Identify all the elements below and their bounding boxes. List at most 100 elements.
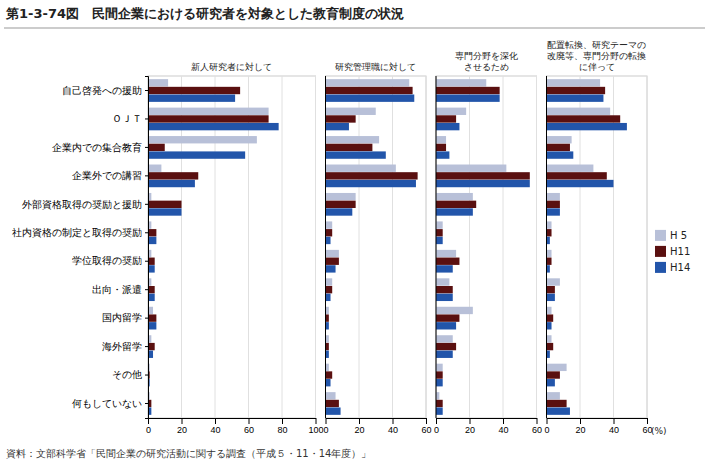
tick: 企業外での講習	[72, 170, 148, 181]
legend-item: H14	[655, 262, 690, 274]
grid-line	[315, 76, 316, 418]
bar	[547, 229, 552, 236]
bar	[326, 165, 396, 172]
tick-label: 外部資格取得の奨励と援助	[22, 199, 142, 210]
panel-title: 新人研究者に対して	[191, 62, 272, 72]
tick-mark	[547, 418, 548, 424]
series	[326, 79, 410, 399]
panel-title: 専門分野を深化させるため	[455, 51, 518, 72]
tick: 20	[465, 418, 475, 435]
bar	[326, 136, 380, 143]
tick-mark	[145, 90, 148, 91]
bar	[326, 286, 333, 293]
tick-mark	[145, 204, 148, 205]
tick: 20	[354, 418, 364, 435]
grid-line	[469, 76, 470, 418]
bar	[326, 151, 386, 158]
bar	[547, 364, 567, 371]
bar	[547, 407, 570, 414]
bar	[436, 95, 500, 102]
bar	[148, 314, 156, 321]
grid-line	[503, 76, 504, 418]
legend: H 5H11H14	[655, 230, 690, 274]
x-axis: 0204060	[434, 418, 542, 435]
chart: 第1-3-74図 民間企業における研究者を対象とした教育制度の状況資料：文部科学…	[0, 0, 709, 463]
tick-mark	[393, 418, 394, 424]
tick: 40	[388, 418, 398, 435]
bar	[326, 364, 329, 371]
legend-label: H14	[670, 262, 690, 273]
grid-line	[282, 76, 283, 418]
bar	[436, 87, 500, 94]
bar	[436, 123, 459, 130]
bar	[326, 172, 418, 179]
tick-label: 国内留学	[102, 312, 142, 323]
tick-label: 40	[388, 425, 398, 435]
series	[326, 87, 418, 407]
plot-area	[436, 76, 537, 418]
bar	[547, 351, 550, 358]
axis-line	[149, 418, 317, 419]
tick-label: 企業内での集合教育	[52, 142, 142, 153]
bar	[547, 278, 560, 285]
bar	[326, 201, 356, 208]
bar	[436, 265, 453, 272]
bar	[547, 286, 555, 293]
tick: 社内資格の制定と取得の奨励	[12, 227, 148, 238]
bar	[436, 343, 456, 350]
tick-label: 60	[421, 425, 431, 435]
x-axis: 020406080100	[146, 418, 324, 435]
bar	[326, 351, 329, 358]
tick-mark	[647, 418, 648, 424]
tick-label: 学位取得の奨励	[72, 255, 142, 266]
bar	[326, 221, 333, 228]
tick-mark	[145, 318, 148, 319]
bar	[547, 322, 552, 329]
bar	[436, 201, 476, 208]
tick-label: 何もしていない	[72, 398, 142, 409]
tick-mark	[145, 375, 148, 376]
bar	[148, 136, 257, 143]
bar	[547, 379, 555, 386]
bar	[326, 180, 416, 187]
series	[148, 95, 279, 415]
tick-label: 40	[498, 425, 508, 435]
bar	[436, 144, 446, 151]
tick-mark	[436, 418, 437, 424]
bar	[547, 371, 560, 378]
legend-label: H 5	[670, 230, 687, 241]
bar	[148, 265, 155, 272]
bar	[436, 79, 486, 86]
legend-swatch	[655, 246, 666, 257]
panel-title: 研究管理職に対して	[335, 62, 416, 72]
tick-mark	[359, 418, 360, 424]
bar	[547, 123, 627, 130]
bar	[436, 294, 453, 301]
bar	[436, 136, 446, 143]
panel: 0204060専門分野を深化させるため	[434, 51, 542, 435]
plot-area	[547, 76, 648, 418]
bar	[436, 115, 456, 122]
bar	[547, 307, 552, 314]
title-rule	[4, 28, 705, 29]
bar	[326, 322, 329, 329]
tick-mark	[580, 418, 581, 424]
bars	[326, 79, 418, 415]
bar	[148, 79, 168, 86]
grid-line	[359, 76, 360, 418]
bar	[547, 392, 560, 399]
tick: 20	[177, 418, 187, 435]
tick: 0	[146, 418, 151, 435]
bar	[436, 314, 459, 321]
grid	[148, 76, 316, 418]
bar	[547, 221, 552, 228]
tick-mark	[249, 418, 250, 424]
tick-mark	[145, 175, 148, 176]
tick-label: 20	[354, 425, 364, 435]
bar	[326, 343, 329, 350]
bar	[436, 400, 443, 407]
bar	[148, 115, 269, 122]
bar	[436, 322, 456, 329]
tick-label: 80	[277, 425, 287, 435]
tick-mark	[316, 418, 317, 424]
